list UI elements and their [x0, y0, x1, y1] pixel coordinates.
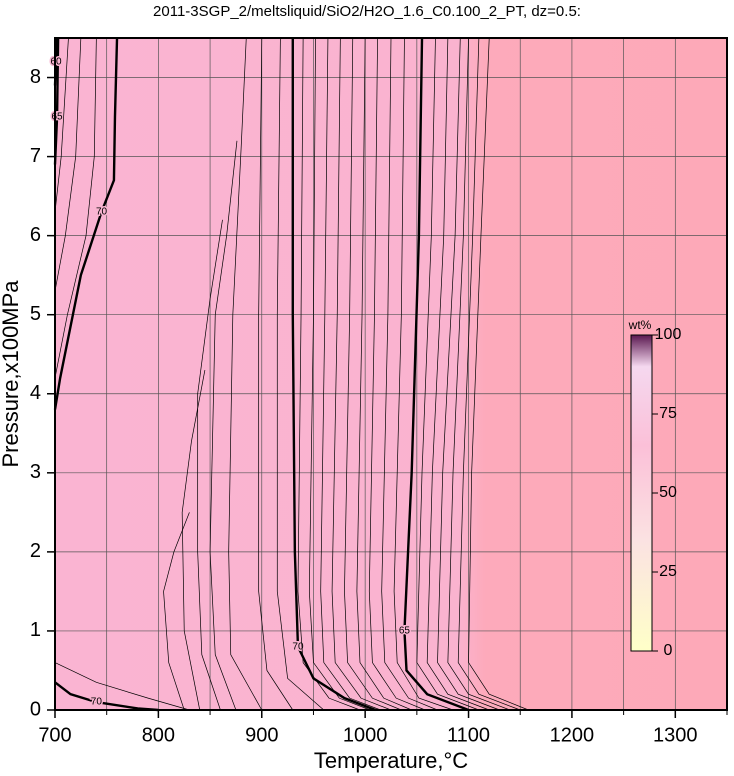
contour-line — [258, 37, 294, 711]
colorbar-label: wt% — [628, 318, 652, 332]
colorbar-tick-label: 100 — [655, 326, 682, 343]
contour-label: 70 — [96, 207, 108, 218]
contour-line — [468, 37, 529, 711]
contour-line — [381, 37, 438, 711]
contour-line — [437, 37, 500, 711]
contour-line — [54, 662, 190, 711]
colorbar-tick-label: 25 — [659, 563, 677, 580]
contour-line — [356, 37, 412, 711]
y-tick-label: 7 — [30, 145, 41, 167]
contour-label: 60 — [50, 56, 62, 67]
contour-line — [163, 512, 190, 711]
y-tick-label: 3 — [30, 461, 41, 483]
contour-line — [403, 37, 469, 712]
contour-line — [54, 37, 69, 212]
y-tick-label: 8 — [30, 66, 41, 88]
y-tick-label: 1 — [30, 619, 41, 641]
contour-line — [228, 37, 263, 711]
contour-line — [291, 38, 376, 712]
contour-label: 70 — [91, 697, 103, 708]
x-tick-label: 1100 — [447, 724, 490, 746]
y-axis-label: Pressure,x100MPa — [0, 280, 23, 468]
contour-line — [181, 369, 206, 711]
plot-frame — [54, 37, 728, 711]
x-axis-label: Temperature,°C — [314, 748, 468, 773]
contour-line — [54, 37, 97, 379]
x-tick-label: 1200 — [550, 724, 595, 746]
x-tick-label: 700 — [38, 724, 71, 746]
colorbar-tick-label: 50 — [659, 484, 677, 501]
y-tick-label: 4 — [30, 382, 41, 404]
contour-line — [320, 37, 381, 711]
chart-title: 2011-3SGP_2/meltsliquid/SiO2/H2O_1.6_C0.… — [153, 3, 581, 20]
contour-line — [457, 37, 521, 711]
contour-line — [54, 681, 159, 712]
contour-line — [308, 37, 371, 711]
y-tick-label: 5 — [30, 303, 41, 325]
colorbar-tick-label: 75 — [659, 405, 677, 422]
x-tick-label: 800 — [142, 724, 175, 746]
y-tick-label: 6 — [30, 224, 41, 246]
y-tick-label: 2 — [30, 540, 41, 562]
colorbar-tick-label: 0 — [664, 642, 673, 659]
contour-label: 65 — [52, 112, 64, 123]
contour-line — [344, 37, 402, 711]
contour-line — [297, 37, 361, 711]
contour-line — [426, 37, 490, 711]
contour-line — [54, 37, 82, 292]
colorbar — [630, 334, 653, 652]
x-tick-label: 900 — [245, 724, 278, 746]
contour-line — [331, 37, 392, 711]
contour-line — [197, 219, 223, 711]
x-tick-label: 1300 — [653, 724, 698, 746]
contour-label: 65 — [399, 626, 411, 637]
contour-line — [447, 37, 511, 711]
contour-line — [209, 140, 238, 711]
contour-line — [393, 37, 454, 711]
contour-line — [416, 37, 480, 711]
contour-line — [368, 37, 426, 711]
y-tick-label: 0 — [30, 698, 41, 720]
x-tick-label: 1000 — [343, 724, 388, 746]
plot-field — [55, 38, 727, 710]
contour-line — [53, 37, 119, 410]
contour-line — [276, 37, 325, 711]
